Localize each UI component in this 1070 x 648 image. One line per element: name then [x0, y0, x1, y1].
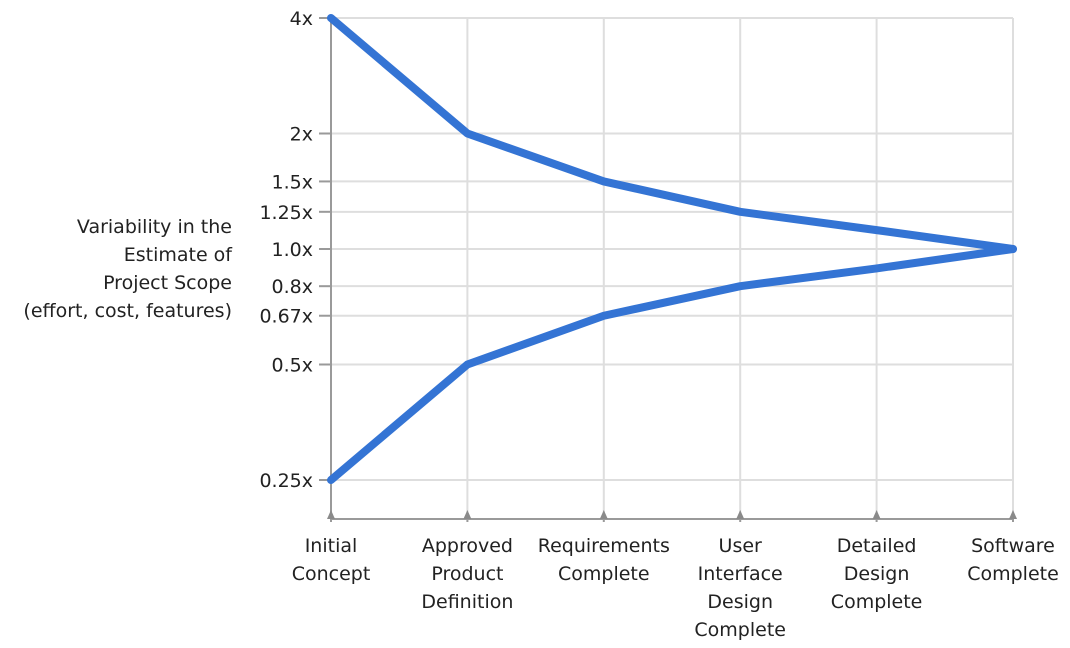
y-tick-label: 1.25x — [259, 202, 313, 224]
x-tick-label: Definition — [421, 591, 513, 613]
y-tick-label: 2x — [290, 124, 313, 146]
x-tick-label: Interface — [698, 563, 783, 585]
series-layer — [327, 14, 1017, 484]
y-axis-label: Estimate of — [124, 244, 234, 266]
x-tick-label: Complete — [967, 563, 1059, 585]
x-tick-label: Complete — [558, 563, 650, 585]
x-tick-label: User — [719, 535, 762, 557]
x-tick-label: Design — [844, 563, 910, 585]
x-tick-label: Complete — [831, 591, 923, 613]
y-tick-label: 0.25x — [259, 470, 313, 492]
grid-layer — [330, 17, 1014, 519]
y-tick-label: 0.67x — [259, 306, 313, 328]
y-tick-label: 0.8x — [272, 276, 313, 298]
x-tick-label: Approved — [422, 535, 513, 557]
x-tick-mark — [736, 510, 745, 519]
y-tick-label: 0.5x — [272, 355, 313, 377]
x-tick-mark — [872, 510, 881, 519]
x-tick-mark — [1009, 510, 1017, 519]
x-tick-label: Product — [431, 563, 503, 585]
x-tick-label: Concept — [292, 563, 371, 585]
x-tick-label: Complete — [694, 619, 786, 641]
x-tick-label: Design — [707, 591, 773, 613]
x-tick-label: Software — [971, 535, 1055, 557]
y-axis-label: Project Scope — [103, 272, 232, 294]
lower-bound-line — [327, 245, 1017, 484]
upper-bound-line — [327, 14, 1017, 253]
x-tick-mark — [463, 510, 472, 519]
x-tick-mark — [327, 510, 335, 519]
x-tick-mark — [599, 510, 608, 519]
y-axis-label: Variability in the — [77, 216, 232, 238]
y-tick-label: 1.0x — [272, 239, 313, 261]
axis-layer — [319, 17, 1017, 522]
x-tick-label: Requirements — [538, 535, 670, 557]
x-tick-label: Detailed — [837, 535, 917, 557]
label-layer: 4x 2x 1.5x 1.25x 1.0x 0.8x 0.67x 0.5x 0.25x Initi… — [23, 8, 1058, 641]
y-tick-label: 4x — [290, 8, 313, 30]
y-axis-label: (effort, cost, features) — [23, 300, 232, 322]
y-tick-label: 1.5x — [272, 171, 313, 193]
x-tick-label: Initial — [305, 535, 358, 557]
